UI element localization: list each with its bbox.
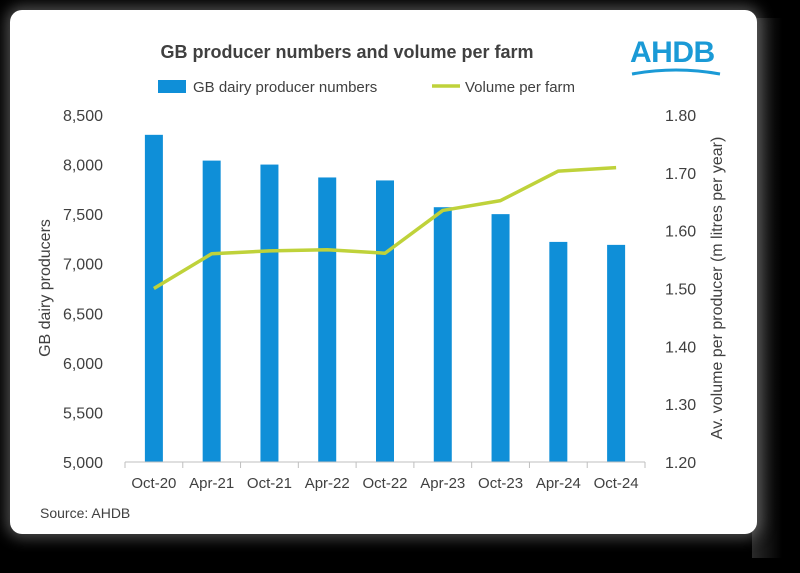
y-left-tick-label: 6,000 <box>63 356 103 373</box>
x-tick-label: Oct-22 <box>362 475 407 492</box>
y-right-tick-label: 1.60 <box>665 224 696 241</box>
y-axis-left-label: GB dairy producers <box>37 219 54 357</box>
y-right-tick-label: 1.20 <box>665 455 696 472</box>
y-left-tick-label: 8,500 <box>63 108 103 125</box>
bar-apr-21 <box>202 160 221 462</box>
legend: GB dairy producer numbers Volume per far… <box>158 79 575 96</box>
y-right-tick-label: 1.40 <box>665 339 696 356</box>
bar-apr-22 <box>318 177 337 462</box>
bar-oct-23 <box>491 214 510 462</box>
logo-wave-icon <box>631 68 721 76</box>
y-axis-right: 1.20 1.30 1.40 1.50 1.60 1.70 1.80 <box>665 108 696 472</box>
x-axis: Oct-20 Apr-21 Oct-21 Apr-22 Oct-22 Apr-23 Oct-… <box>124 461 646 492</box>
bar-series <box>144 134 626 463</box>
x-tick-label: Oct-20 <box>131 475 176 492</box>
x-tick-label: Apr-24 <box>536 475 581 492</box>
ahdb-logo: AHDB <box>630 36 721 76</box>
legend-bar-label: GB dairy producer numbers <box>193 79 377 96</box>
y-right-tick-label: 1.30 <box>665 397 696 414</box>
bar-oct-24 <box>607 244 626 462</box>
x-tick-label: Apr-21 <box>189 475 234 492</box>
bar-apr-24 <box>549 241 568 462</box>
x-tick-label: Apr-22 <box>305 475 350 492</box>
logo-text: AHDB <box>630 36 715 69</box>
x-tick-label: Apr-23 <box>420 475 465 492</box>
y-left-tick-label: 8,000 <box>63 158 103 175</box>
y-left-tick-label: 5,000 <box>63 455 103 472</box>
y-axis-right-label: Av. volume per producer (m litres per ye… <box>709 137 726 440</box>
y-right-tick-label: 1.50 <box>665 282 696 299</box>
legend-bar-swatch <box>158 80 186 93</box>
bar-apr-23 <box>433 207 452 462</box>
bar-oct-20 <box>144 134 163 463</box>
bar-oct-22 <box>376 180 394 463</box>
legend-line-label: Volume per farm <box>465 79 575 96</box>
bar-oct-21 <box>260 164 279 463</box>
y-left-tick-label: 6,500 <box>63 306 103 323</box>
x-tick-label: Oct-21 <box>247 475 292 492</box>
line-series <box>152 165 617 291</box>
x-tick-label: Oct-24 <box>594 475 639 492</box>
y-right-tick-label: 1.80 <box>665 108 696 125</box>
y-axis-left: 5,000 5,500 6,000 6,500 7,000 7,500 8,000 8,500 <box>63 108 103 472</box>
y-left-tick-label: 7,500 <box>63 207 103 224</box>
frame-shadow <box>752 18 782 558</box>
source-note: Source: AHDB <box>40 505 130 521</box>
y-right-tick-label: 1.70 <box>665 166 696 183</box>
chart-title: GB producer numbers and volume per farm <box>160 42 533 62</box>
x-tick-label: Oct-23 <box>478 475 523 492</box>
y-left-tick-label: 7,000 <box>63 257 103 274</box>
volume-per-farm-line <box>152 165 617 291</box>
y-left-tick-label: 5,500 <box>63 405 103 422</box>
